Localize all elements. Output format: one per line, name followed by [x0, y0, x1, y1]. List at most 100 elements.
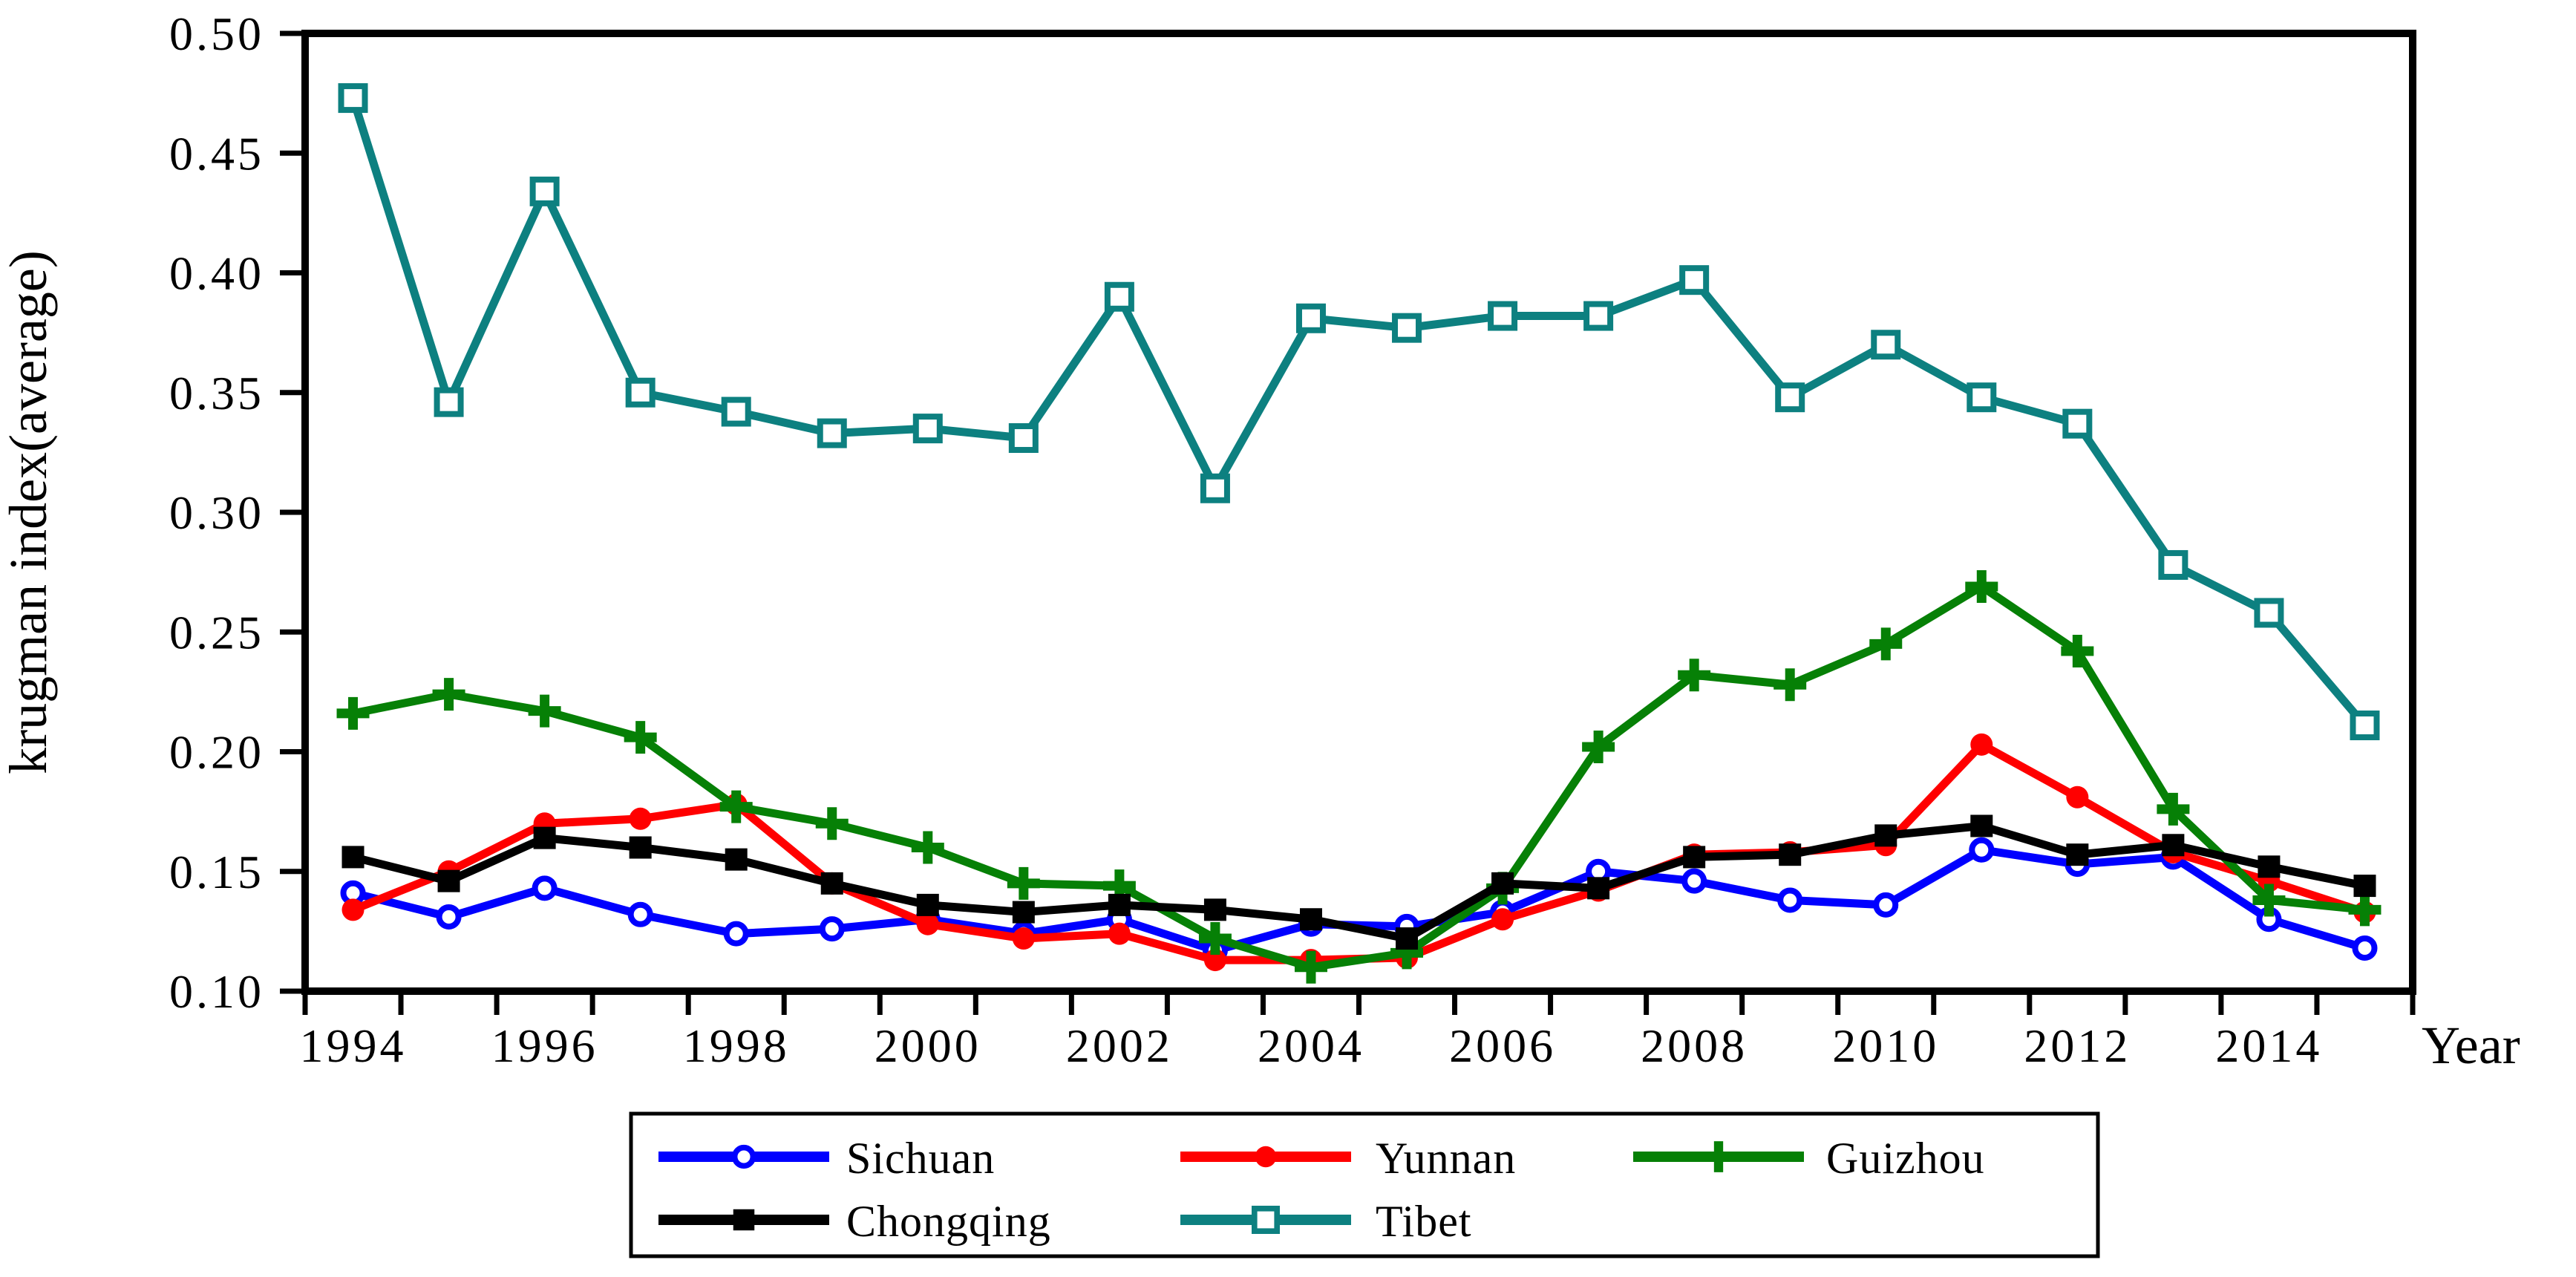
series-line-chongqing: [352, 821, 2366, 943]
x-tick-label: 2000: [875, 1019, 981, 1072]
marker-open-circle: [436, 904, 462, 930]
marker-filled-square: [1108, 893, 1131, 916]
marker-open-square: [2158, 549, 2188, 580]
x-tick-label: 2004: [1258, 1019, 1364, 1072]
y-tick-label: 0.25: [169, 606, 264, 659]
y-tick-label: 0.50: [169, 7, 264, 60]
marker-open-square: [1488, 301, 1518, 331]
y-tick-label: 0.30: [169, 486, 264, 539]
series-line-guizhou: [352, 582, 2366, 972]
x-tick-label: 2002: [1066, 1019, 1173, 1072]
marker-filled-square: [2258, 855, 2281, 878]
marker-open-square: [1200, 473, 1230, 503]
marker-filled-square: [2066, 843, 2089, 866]
marker-filled-circle: [1108, 922, 1131, 945]
marker-open-circle: [1777, 887, 1803, 913]
legend-label-tibet: Tibet: [1376, 1197, 1472, 1246]
marker-open-square: [1967, 382, 1997, 413]
marker-filled-circle: [2066, 786, 2089, 809]
marker-filled-circle: [1012, 927, 1035, 950]
marker-open-square: [1008, 423, 1039, 454]
marker-open-square: [1252, 1206, 1281, 1235]
x-axis-title: Year: [2422, 1016, 2520, 1075]
marker-open-square: [1871, 330, 1901, 360]
marker-open-square: [338, 83, 368, 114]
x-tick-label: 2006: [1449, 1019, 1556, 1072]
x-tick-label: 2014: [2215, 1019, 2322, 1072]
marker-open-square: [1295, 303, 1326, 333]
marker-open-square: [1392, 313, 1422, 343]
marker-filled-square: [1012, 901, 1035, 924]
y-tick-label: 0.45: [169, 127, 264, 180]
legend-label-guizhou: Guizhou: [1826, 1134, 1985, 1183]
marker-filled-square: [916, 893, 939, 916]
marker-open-square: [434, 387, 464, 417]
y-tick-label: 0.10: [169, 965, 264, 1018]
marker-filled-circle: [1491, 908, 1514, 931]
series-line-sichuan: [352, 846, 2367, 955]
marker-filled-square: [1491, 872, 1514, 895]
marker-filled-square: [437, 869, 460, 892]
marker-filled-square: [2353, 875, 2376, 898]
y-tick-label: 0.15: [169, 846, 264, 898]
marker-open-square: [721, 396, 751, 427]
marker-open-circle: [819, 916, 845, 942]
legend-label-chongqing: Chongqing: [846, 1197, 1051, 1246]
marker-open-square: [1104, 281, 1134, 312]
marker-open-square: [817, 418, 847, 448]
marker-filled-square: [733, 1209, 755, 1231]
x-tick-label: 2008: [1641, 1019, 1748, 1072]
marker-filled-square: [725, 848, 748, 871]
marker-open-square: [2062, 408, 2093, 439]
marker-open-circle: [1969, 837, 1995, 863]
marker-filled-circle: [1255, 1146, 1277, 1168]
marker-open-circle: [1681, 868, 1707, 894]
series-line-tibet: [349, 97, 2368, 728]
legend-box: [629, 1111, 2100, 1258]
marker-open-circle: [627, 901, 653, 927]
marker-filled-square: [533, 826, 556, 849]
marker-filled-circle: [341, 898, 365, 921]
marker-filled-square: [1683, 846, 1706, 869]
marker-open-square: [2350, 711, 2380, 741]
marker-filled-circle: [916, 912, 939, 935]
marker-open-circle: [2352, 935, 2378, 961]
marker-filled-square: [1299, 908, 1322, 931]
y-tick-label: 0.35: [169, 367, 264, 419]
marker-open-square: [1583, 301, 1614, 331]
marker-filled-square: [341, 846, 365, 869]
x-tick-label: 1996: [491, 1019, 598, 1072]
y-axis-title: krugman index(average): [0, 250, 58, 774]
marker-open-square: [1775, 382, 1805, 413]
marker-filled-circle: [1970, 733, 1993, 756]
x-tick-label: 1994: [300, 1019, 407, 1072]
marker-open-circle: [723, 921, 749, 947]
marker-filled-square: [1874, 824, 1897, 847]
marker-filled-square: [2162, 834, 2185, 857]
marker-open-square: [625, 377, 656, 408]
marker-open-square: [1679, 265, 1710, 295]
marker-open-circle: [1873, 892, 1899, 918]
legend-label-yunnan: Yunnan: [1376, 1134, 1516, 1183]
marker-filled-square: [1779, 843, 1802, 866]
marker-filled-square: [1970, 814, 1993, 837]
y-tick-label: 0.20: [169, 726, 264, 779]
marker-open-circle: [731, 1144, 756, 1169]
legend-label-sichuan: Sichuan: [846, 1134, 995, 1183]
marker-open-square: [912, 414, 943, 444]
marker-open-circle: [532, 875, 558, 901]
x-tick-label: 1998: [683, 1019, 790, 1072]
x-tick-label: 2012: [2024, 1019, 2131, 1072]
plot-area: 1994 1996 1998 2000 2002 2004 2006 2008 2010 2012…: [169, 7, 2416, 1258]
y-tick-label: 0.40: [169, 247, 264, 300]
marker-open-square: [529, 176, 560, 206]
marker-filled-circle: [629, 807, 652, 830]
marker-open-square: [2254, 598, 2284, 628]
marker-filled-square: [1396, 927, 1419, 950]
marker-filled-circle: [1203, 949, 1226, 972]
marker-filled-square: [1587, 877, 1610, 900]
x-tick-label: 2010: [1832, 1019, 1939, 1072]
marker-filled-square: [1203, 898, 1226, 921]
